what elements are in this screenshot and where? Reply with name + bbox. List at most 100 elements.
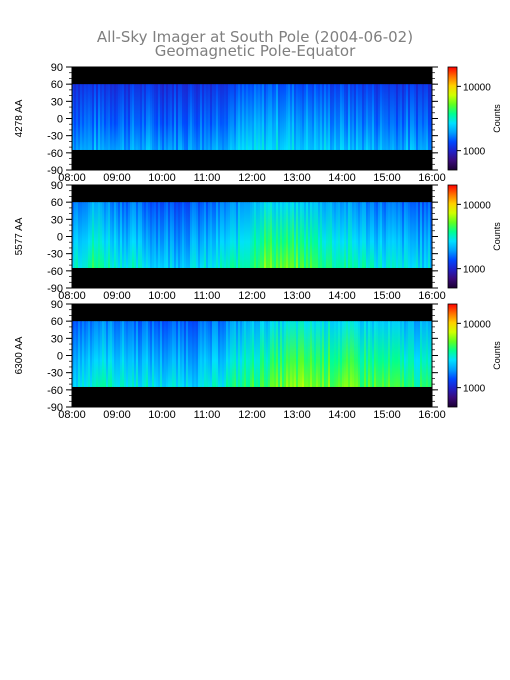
- heatmap-column: [82, 84, 85, 150]
- heatmap-column: [382, 321, 385, 387]
- heatmap-column: [194, 321, 197, 387]
- heatmap-column: [268, 84, 271, 150]
- heatmap-column: [404, 321, 407, 387]
- heatmap-column: [186, 321, 189, 387]
- heatmap-column: [376, 321, 379, 387]
- heatmap-column: [306, 84, 309, 150]
- heatmap-column: [320, 321, 323, 387]
- heatmap-column: [312, 84, 315, 150]
- heatmap-column: [356, 321, 359, 387]
- heatmap-column: [324, 321, 327, 387]
- heatmap-column: [254, 84, 257, 150]
- heatmap-column: [122, 84, 125, 150]
- heatmap-column: [420, 202, 423, 268]
- heatmap-column: [334, 84, 337, 150]
- heatmap-column: [128, 202, 131, 268]
- heatmap-column: [406, 321, 409, 387]
- y-tick-label: 30: [51, 96, 63, 108]
- figure-title: All-Sky Imager at South Pole (2004-06-02…: [97, 28, 413, 46]
- heatmap-column: [298, 202, 301, 268]
- heatmap-column: [190, 84, 193, 150]
- heatmap-column: [228, 84, 231, 150]
- heatmap-column: [384, 84, 387, 150]
- heatmap-column: [180, 84, 183, 150]
- heatmap-column: [370, 321, 373, 387]
- heatmap-column: [72, 321, 75, 387]
- heatmap-column: [424, 84, 427, 150]
- heatmap-column: [304, 321, 307, 387]
- y-tick-label: -30: [47, 131, 63, 143]
- heatmap-column: [416, 202, 419, 268]
- heatmap-column: [76, 321, 79, 387]
- heatmap-column: [372, 84, 375, 150]
- heatmap-column: [154, 321, 157, 387]
- heatmap-column: [238, 84, 241, 150]
- heatmap-column: [364, 84, 367, 150]
- heatmap-column: [310, 202, 313, 268]
- heatmap-column: [210, 84, 213, 150]
- y-tick-label: 90: [51, 180, 63, 192]
- heatmap-column: [300, 321, 303, 387]
- heatmap-column: [288, 321, 291, 387]
- heatmap-column: [112, 321, 115, 387]
- heatmap-column: [270, 84, 273, 150]
- heatmap-column: [194, 84, 197, 150]
- heatmap-column: [418, 321, 421, 387]
- heatmap-column: [198, 202, 201, 268]
- heatmap-column: [376, 84, 379, 150]
- heatmap-column: [408, 321, 411, 387]
- heatmap-column: [206, 202, 209, 268]
- heatmap-column: [280, 84, 283, 150]
- heatmap-column: [112, 202, 115, 268]
- heatmap-column: [312, 321, 315, 387]
- heatmap-column: [278, 321, 281, 387]
- heatmap-column: [150, 84, 153, 150]
- heatmap-column: [262, 321, 265, 387]
- heatmap-column: [138, 202, 141, 268]
- heatmap-column: [354, 202, 357, 268]
- heatmap-column: [190, 321, 193, 387]
- heatmap-column: [334, 321, 337, 387]
- heatmap-column: [168, 321, 171, 387]
- colorbar: [447, 303, 458, 408]
- heatmap-column: [198, 84, 201, 150]
- y-tick-label: 90: [51, 299, 63, 311]
- heatmap-column: [86, 202, 89, 268]
- heatmap-column: [304, 84, 307, 150]
- heatmap-column: [136, 202, 139, 268]
- heatmap-column: [186, 202, 189, 268]
- heatmap-column: [126, 84, 129, 150]
- heatmap-column: [152, 202, 155, 268]
- heatmap-column: [118, 202, 121, 268]
- heatmap-column: [142, 321, 145, 387]
- heatmap-column: [336, 84, 339, 150]
- heatmap-column: [302, 202, 305, 268]
- heatmap-column: [384, 202, 387, 268]
- heatmap-column: [212, 202, 215, 268]
- heatmap-column: [376, 202, 379, 268]
- heatmap-column: [78, 202, 81, 268]
- colorbar-tick-label: 1000: [463, 147, 486, 158]
- x-tick-label: 14:00: [328, 290, 356, 302]
- heatmap-column: [176, 321, 179, 387]
- heatmap-column: [208, 321, 211, 387]
- x-tick-label: 14:00: [328, 172, 356, 184]
- heatmap-column: [218, 321, 221, 387]
- heatmap-column: [74, 84, 77, 150]
- heatmap-column: [78, 321, 81, 387]
- heatmap-column: [288, 84, 291, 150]
- heatmap-column: [392, 84, 395, 150]
- heatmap-column: [252, 202, 255, 268]
- heatmap-column: [332, 202, 335, 268]
- heatmap-column: [390, 202, 393, 268]
- heatmap-column: [430, 84, 433, 150]
- x-tick-label: 11:00: [194, 409, 221, 421]
- heatmap-column: [186, 84, 189, 150]
- heatmap-column: [422, 202, 425, 268]
- heatmap-column: [164, 84, 167, 150]
- heatmap-column: [316, 202, 319, 268]
- heatmap-column: [82, 202, 85, 268]
